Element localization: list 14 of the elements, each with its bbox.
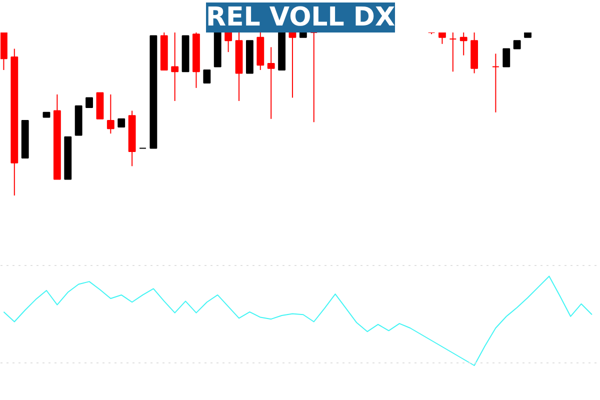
- candlestick: [449, 32, 457, 72]
- candlestick: [502, 48, 510, 68]
- candlestick: [288, 32, 296, 98]
- candlestick: [106, 94, 114, 134]
- chart-title: REL VOLL DX: [206, 2, 395, 32]
- candlestick: [438, 32, 446, 44]
- candlestick: [492, 53, 500, 113]
- candlestick: [203, 69, 211, 84]
- candlestick: [86, 97, 93, 108]
- candlestick: [460, 32, 468, 56]
- candlestick: [224, 32, 232, 53]
- candlestick: [267, 46, 275, 120]
- candlestick: [171, 32, 179, 102]
- candlestick: [310, 32, 318, 123]
